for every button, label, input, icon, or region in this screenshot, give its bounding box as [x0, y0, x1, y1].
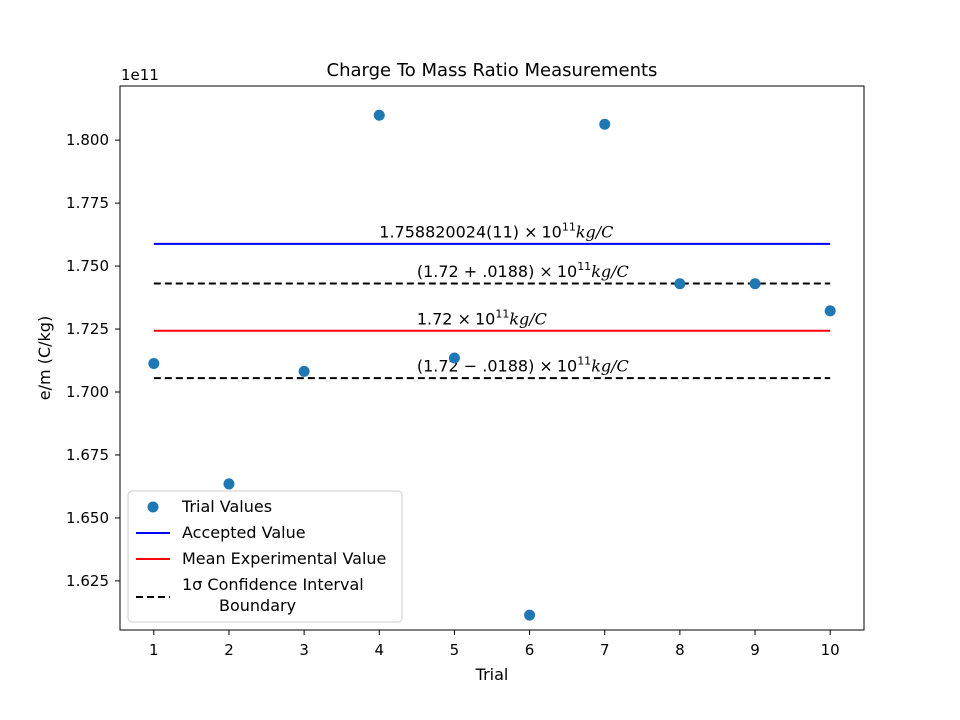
legend-label: Accepted Value — [182, 523, 306, 542]
y-axis-label: e/m (C/kg) — [35, 316, 54, 400]
annotation-base: 10 — [541, 223, 561, 242]
trial-points-group — [148, 109, 836, 621]
trial-point — [298, 365, 310, 377]
line-annotation: (1.72 − .0188) × 1011kg/C — [417, 355, 629, 376]
trial-point — [674, 278, 686, 290]
x-tick-label: 10 — [821, 641, 840, 659]
annotation-times: × — [524, 223, 537, 242]
trial-point — [223, 478, 235, 490]
reference-lines-group — [153, 242, 831, 380]
x-tick-label: 2 — [224, 641, 234, 659]
legend-item: Trial Values — [147, 497, 272, 516]
y-tick-label: 1.725 — [66, 320, 109, 338]
y-axis-multiplier: 1e11 — [121, 66, 159, 84]
legend: Trial Values Accepted Value Mean Experimen… — [127, 490, 403, 623]
annotation-exponent: 11 — [562, 221, 576, 234]
y-tick-label: 1.625 — [66, 572, 109, 590]
annotation-exponent: 11 — [495, 307, 509, 320]
legend-label: Mean Experimental Value — [182, 549, 386, 568]
legend-box — [127, 490, 403, 623]
legend-marker-dot — [147, 501, 159, 513]
trial-point — [524, 609, 536, 621]
x-tick-label: 4 — [374, 641, 384, 659]
annotation-unit: kg/C — [591, 262, 629, 281]
line-annotation: 1.758820024(11) × 1011kg/C — [379, 221, 613, 242]
plot-frame — [119, 85, 865, 631]
legend-label: Boundary — [219, 596, 296, 615]
x-axis-label: Trial — [475, 665, 509, 684]
legend-label: 1σ Confidence Interval — [182, 575, 364, 594]
legend-item: 1σ Confidence Interval Boundary — [136, 575, 364, 615]
annotation-prefix: 1.72 — [417, 309, 458, 328]
legend-label: Trial Values — [181, 497, 272, 516]
annotation-base: 10 — [557, 262, 577, 281]
x-tick-label: 8 — [675, 641, 685, 659]
y-tick-label: 1.700 — [66, 383, 109, 401]
y-tick-label: 1.750 — [66, 257, 109, 275]
x-tick-label: 7 — [600, 641, 610, 659]
annotation-times: × — [539, 262, 552, 281]
annotation-prefix: (1.72 + .0188) — [417, 262, 540, 281]
legend-item: Accepted Value — [136, 523, 306, 542]
annotation-times: × — [539, 357, 552, 376]
x-tick-label: 9 — [750, 641, 760, 659]
annotation-exponent: 11 — [577, 355, 591, 368]
x-tick-label: 1 — [149, 641, 159, 659]
trial-point — [599, 118, 611, 130]
trial-point — [749, 278, 761, 290]
line-annotation: (1.72 + .0188) × 1011kg/C — [417, 260, 629, 281]
annotation-prefix: 1.758820024(11) — [379, 223, 524, 242]
legend-item: Mean Experimental Value — [136, 549, 386, 568]
y-tick-label: 1.775 — [66, 194, 109, 212]
x-tick-label: 5 — [450, 641, 460, 659]
annotation-unit: kg/C — [576, 223, 614, 242]
y-tick-label: 1.675 — [66, 446, 109, 464]
y-ticks-group: 1.625 1.650 1.675 1.700 1.725 1.750 1.775 1.800 — [66, 131, 120, 590]
trial-point — [448, 352, 460, 364]
line-annotation: 1.72 × 1011kg/C — [417, 307, 547, 328]
annotation-exponent: 11 — [577, 260, 591, 273]
y-tick-label: 1.650 — [66, 509, 109, 527]
trial-point — [148, 358, 160, 370]
annotation-unit: kg/C — [591, 357, 629, 376]
x-tick-label: 3 — [299, 641, 309, 659]
trial-point — [373, 109, 385, 121]
x-tick-label: 6 — [525, 641, 535, 659]
x-ticks-group: 1 2 3 4 5 6 7 8 9 10 — [149, 630, 840, 659]
annotation-base: 10 — [475, 309, 495, 328]
annotation-times: × — [458, 309, 471, 328]
annotation-prefix: (1.72 − .0188) — [417, 357, 540, 376]
annotation-unit: kg/C — [509, 309, 547, 328]
chart-title: Charge To Mass Ratio Measurements — [327, 60, 658, 81]
line-annotations-group: 1.758820024(11) × 1011kg/C(1.72 + .0188) … — [379, 221, 628, 376]
trial-point — [824, 305, 836, 317]
y-tick-label: 1.800 — [66, 131, 109, 149]
annotation-base: 10 — [557, 357, 577, 376]
